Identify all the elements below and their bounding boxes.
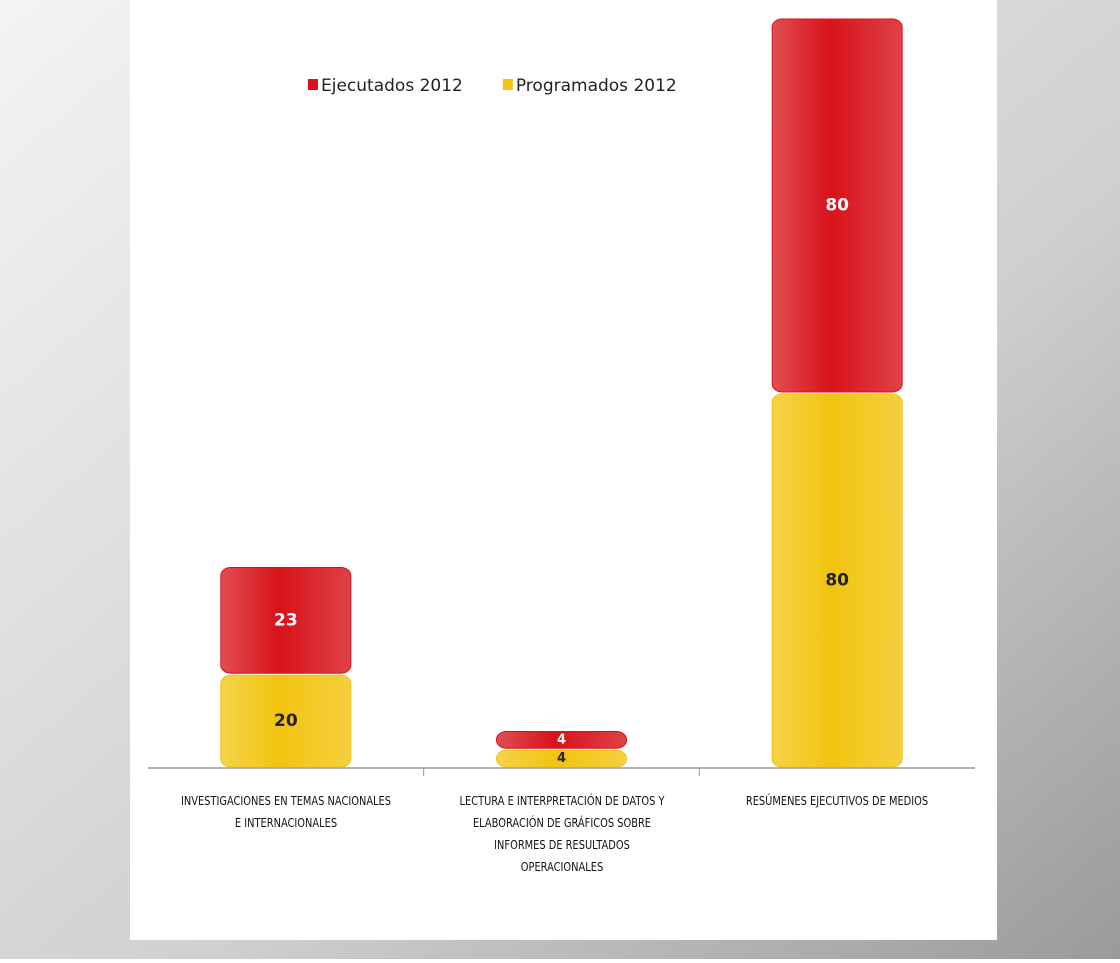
x-tick-label: RESÚMENES EJECUTIVOS DE MEDIOS <box>746 794 929 808</box>
x-tick-label: INVESTIGACIONES EN TEMAS NACIONALES E IN… <box>180 794 391 830</box>
legend-label: Programados 2012 <box>516 76 677 96</box>
bar-segment <box>220 674 352 768</box>
legend-label: Ejecutados 2012 <box>321 76 463 96</box>
x-tick-label: LECTURA E INTERPRETACIÓN DE DATOS Y ELAB… <box>459 794 664 874</box>
legend-swatch <box>502 79 513 90</box>
legend-swatch <box>308 79 318 90</box>
bar-segment <box>496 731 627 749</box>
category-label-box: INVESTIGACIONES EN TEMAS NACIONALES E IN… <box>180 794 391 830</box>
bar-segment <box>771 393 903 768</box>
data-label: 4 <box>557 751 566 766</box>
data-label: 20 <box>274 711 298 731</box>
legend: Ejecutados 2012 Programados 2012 <box>308 76 677 96</box>
data-label: 23 <box>274 610 298 630</box>
bar-segment <box>771 18 903 393</box>
data-label: 4 <box>557 732 566 747</box>
category-label-box: RESÚMENES EJECUTIVOS DE MEDIOS <box>746 794 929 808</box>
data-label: 80 <box>825 196 849 216</box>
category-label-box: LECTURA E INTERPRETACIÓN DE DATOS Y ELAB… <box>459 794 664 874</box>
data-label: 80 <box>825 571 849 591</box>
bar-segment <box>220 566 352 674</box>
bar-segment <box>496 749 627 768</box>
